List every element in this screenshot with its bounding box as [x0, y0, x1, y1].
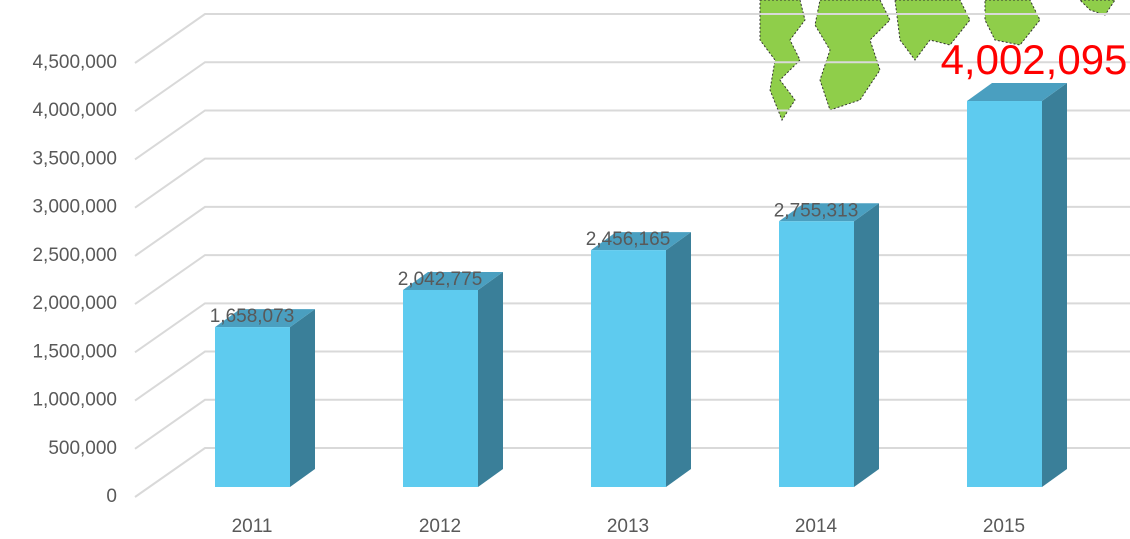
y-tick-label: 4,500,000	[32, 52, 117, 73]
bar-front	[403, 289, 478, 487]
bar-side	[290, 309, 315, 487]
y-tick-label: 500,000	[48, 438, 117, 459]
x-tick-label: 2012	[419, 516, 461, 537]
bar	[779, 203, 879, 487]
bar-top	[967, 83, 1067, 102]
bar-top	[591, 232, 691, 251]
bar-side	[854, 203, 879, 487]
data-label: 4,002,095	[941, 36, 1128, 83]
bar	[591, 232, 691, 487]
bar-side	[478, 271, 503, 487]
bar-top	[215, 309, 315, 328]
y-tick-label: 1,500,000	[32, 341, 117, 362]
grid-line	[134, 61, 1130, 113]
x-tick-label: 2013	[607, 516, 649, 537]
bar-top	[403, 271, 503, 290]
x-tick-label: 2011	[232, 516, 273, 537]
y-tick-label: 3,500,000	[32, 148, 117, 169]
bar-front	[779, 221, 854, 487]
x-tick-label: 2015	[983, 516, 1025, 537]
bar-top	[779, 203, 879, 222]
y-tick-label: 0	[106, 486, 117, 507]
y-tick-label: 2,500,000	[32, 245, 117, 266]
data-label: 2,456,165	[586, 229, 671, 250]
bar-front	[967, 101, 1042, 487]
data-label: 2,755,313	[774, 200, 859, 221]
grid-line	[134, 157, 1130, 209]
y-tick-label: 4,000,000	[32, 100, 117, 121]
data-label: 1,658,073	[210, 306, 295, 327]
grid-line	[134, 109, 1130, 161]
bar-side	[666, 232, 691, 487]
bar-front	[591, 250, 666, 487]
bar-side	[1042, 83, 1067, 487]
y-tick-label: 3,000,000	[32, 197, 117, 218]
y-tick-label: 2,000,000	[32, 293, 117, 314]
grid-line	[134, 13, 1130, 64]
bar	[967, 83, 1067, 487]
x-tick-label: 2014	[795, 516, 838, 537]
data-label: 2,042,775	[398, 269, 483, 290]
bar	[215, 309, 315, 487]
bar	[403, 271, 503, 487]
bar-front	[215, 327, 290, 487]
y-tick-label: 1,000,000	[32, 390, 117, 411]
